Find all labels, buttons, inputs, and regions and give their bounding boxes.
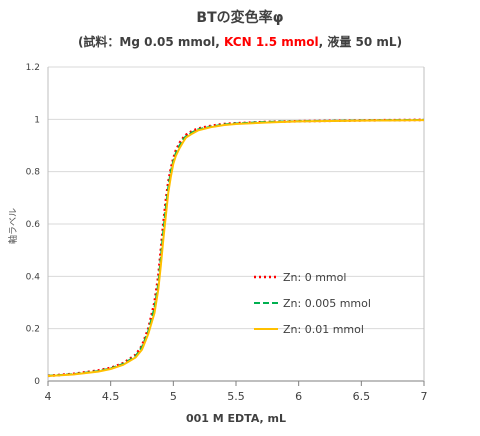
x-tick-label-5.5: 5.5 [227, 390, 245, 403]
y-axis-label: 軸ラベル [7, 208, 19, 244]
axes [47, 67, 425, 386]
y-tick-label-1: 1 [34, 115, 40, 125]
y-tick-label-0.6: 0.6 [26, 220, 41, 230]
y-tick-label-0: 0 [34, 377, 40, 387]
series-lines [47, 118, 425, 378]
subtitle-part-2: KCN 1.5 mmol [224, 35, 319, 49]
x-tick-label-4.5: 4.5 [102, 390, 120, 403]
series-line-3 [47, 119, 425, 377]
x-tick-label-4: 4 [45, 390, 52, 403]
chart-title: BTの変色率φ [196, 9, 283, 26]
legend-label-2: Zn: 0.005 mmol [283, 297, 371, 310]
y-tick-label-0.4: 0.4 [26, 272, 41, 282]
chart-subtitle: (試料：Mg 0.05 mmol, KCN 1.5 mmol, 液量 50 mL… [78, 34, 402, 49]
grid-lines [48, 66, 424, 330]
y-tick-label-0.2: 0.2 [26, 325, 40, 335]
x-tick-label-6.5: 6.5 [353, 390, 371, 403]
subtitle-part-1: (試料：Mg 0.05 mmol, [78, 34, 224, 49]
x-tick-label-7: 7 [421, 390, 428, 403]
x-axis-label: 001 M EDTA, mL [186, 412, 286, 425]
x-tick-label-6: 6 [295, 390, 302, 403]
x-tick-label-5: 5 [170, 390, 177, 403]
subtitle-part-3: , 液量 50 mL) [319, 34, 402, 49]
y-tick-label-1.2: 1.2 [26, 63, 40, 73]
y-tick-labels: 0 0.2 0.4 0.6 0.8 1 1.2 [26, 63, 41, 387]
x-tick-labels: 4 4.5 5 5.5 6 6.5 7 [45, 390, 428, 403]
legend-label-3: Zn: 0.01 mmol [283, 323, 364, 336]
y-tick-label-0.8: 0.8 [26, 168, 41, 178]
legend: Zn: 0 mmol Zn: 0.005 mmol Zn: 0.01 mmol [254, 271, 371, 336]
legend-label-1: Zn: 0 mmol [283, 271, 346, 284]
